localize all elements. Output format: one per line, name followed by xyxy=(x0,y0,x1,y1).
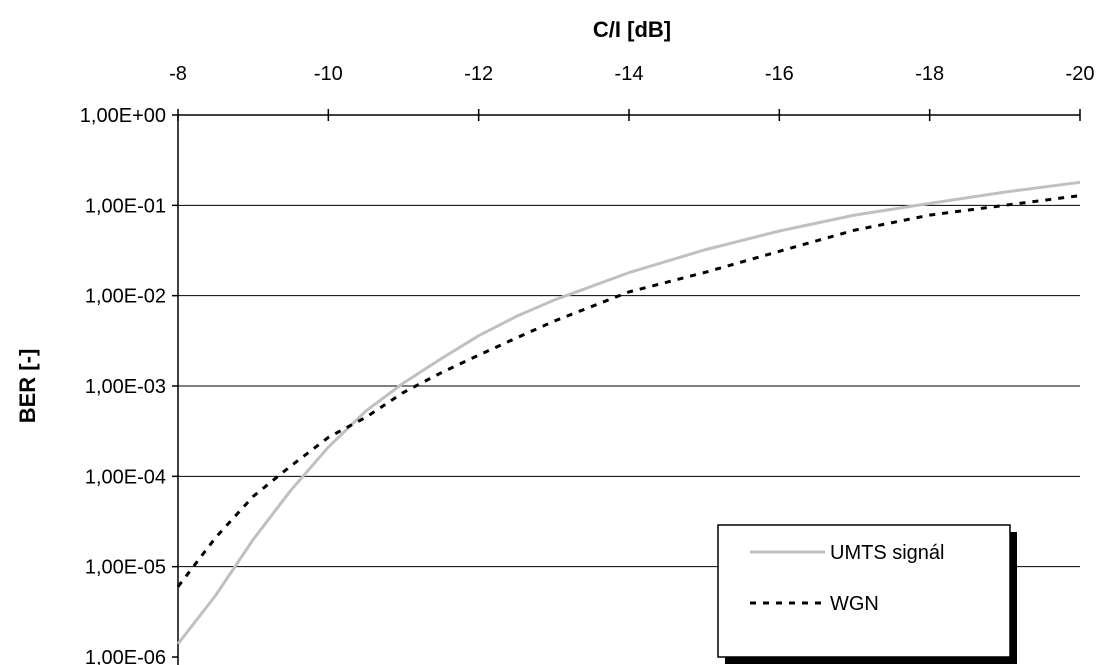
x-tick-label: -12 xyxy=(464,63,493,85)
series-line-1 xyxy=(176,194,1081,588)
y-tick-label: 1,00E+00 xyxy=(80,105,166,127)
y-axis-title: BER [-] xyxy=(15,349,40,424)
x-tick-label: -20 xyxy=(1066,63,1095,85)
x-axis-ticks: -8 -10 -12 -14 -16 -18 -20 xyxy=(169,63,1094,121)
y-tick-label: 1,00E-06 xyxy=(85,647,166,665)
series-line-0 xyxy=(176,180,1081,645)
plot-series xyxy=(176,180,1081,645)
y-tick-label: 1,00E-05 xyxy=(85,557,166,579)
x-axis-title: C/I [dB] xyxy=(593,17,671,42)
y-tick-label: 1,00E-03 xyxy=(85,376,166,398)
legend-box xyxy=(717,524,1011,658)
y-axis-ticks: 1,00E+00 1,00E-01 1,00E-02 1,00E-03 1,00E-04… xyxy=(80,105,178,665)
x-tick-label: -16 xyxy=(765,63,794,85)
legend-label-umts: UMTS signál xyxy=(830,542,944,564)
x-tick-label: -14 xyxy=(615,63,644,85)
chart-legend: UMTS signál WGN xyxy=(717,524,1017,664)
x-tick-label: -8 xyxy=(169,63,187,85)
legend-label-wgn: WGN xyxy=(830,593,879,615)
y-tick-label: 1,00E-04 xyxy=(85,466,166,488)
chart-gridlines xyxy=(178,204,1080,568)
x-tick-label: -10 xyxy=(314,63,343,85)
y-tick-label: 1,00E-02 xyxy=(85,286,166,308)
y-tick-label: 1,00E-01 xyxy=(85,195,166,217)
x-tick-label: -18 xyxy=(915,63,944,85)
